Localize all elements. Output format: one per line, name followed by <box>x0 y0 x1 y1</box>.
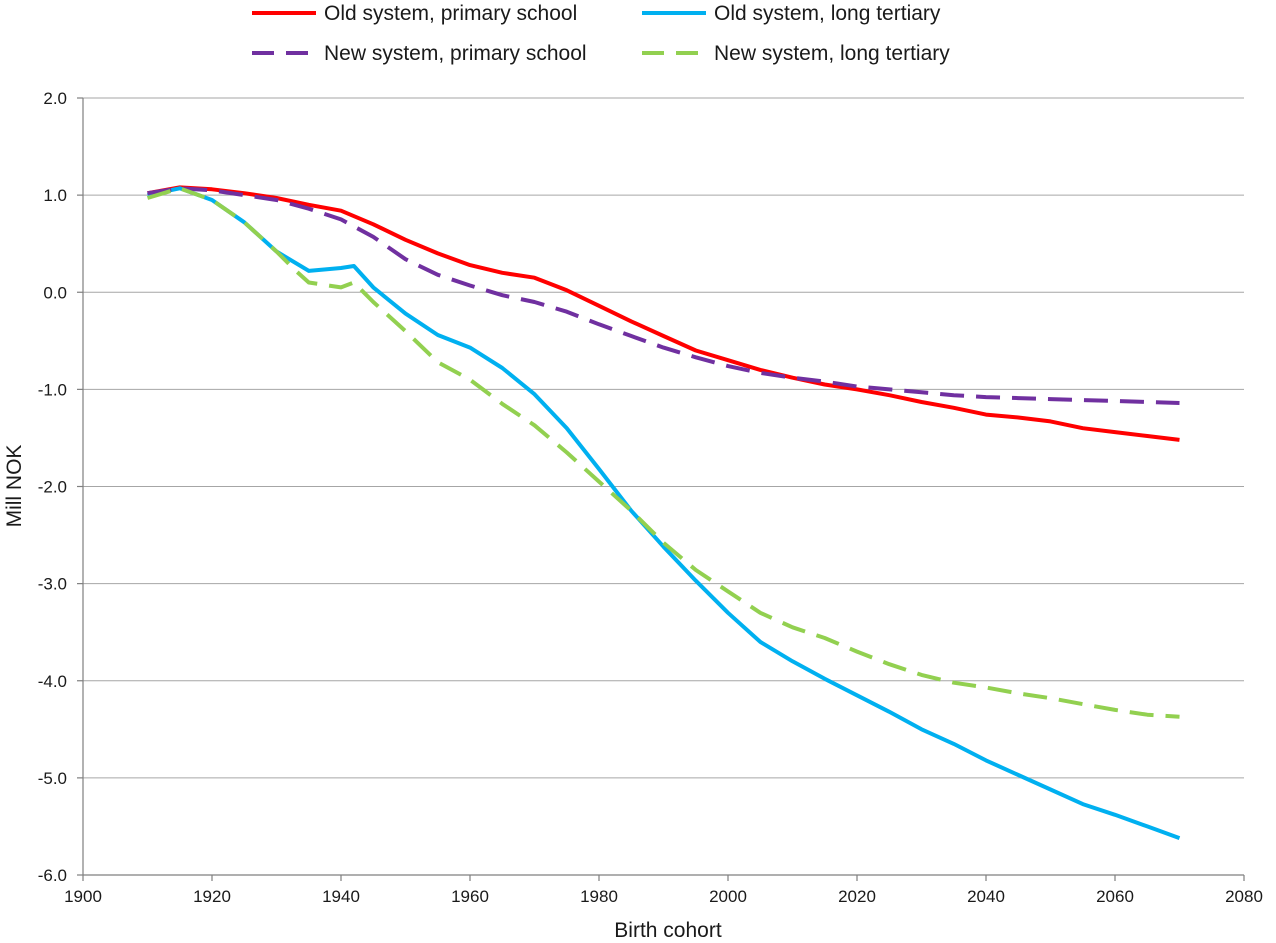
y-tick-label-6: -4.0 <box>38 672 67 691</box>
x-tick-label-3: 1960 <box>451 887 489 906</box>
y-tick-label-7: -5.0 <box>38 769 67 788</box>
legend-label-2: New system, primary school <box>324 42 587 65</box>
series-lines <box>146 185 1181 840</box>
x-tick-label-1: 1920 <box>193 887 231 906</box>
legend: Old system, primary school Old system, lo… <box>252 2 950 65</box>
legend-label-1: Old system, long tertiary <box>714 2 941 25</box>
series-line-2 <box>147 186 1180 405</box>
y-tick-label-5: -3.0 <box>38 575 67 594</box>
y-tick-label-1: 1.0 <box>43 186 67 205</box>
y-axis-title: Mill NOK <box>3 445 26 528</box>
series-line-0 <box>147 185 1180 442</box>
x-tick-label-6: 2020 <box>838 887 876 906</box>
x-tick-label-2: 1940 <box>322 887 360 906</box>
y-tick-label-0: 2.0 <box>43 89 67 108</box>
axes <box>77 97 1245 881</box>
series-line-1 <box>147 186 1181 840</box>
tick-labels: 2.0 1.0 0.0 -1.0 -2.0 -3.0 -4.0 -5.0 -6.0 1900 192… <box>38 89 1263 906</box>
x-tick-label-5: 2000 <box>709 887 747 906</box>
y-tick-label-3: -1.0 <box>38 380 67 399</box>
x-axis-title: Birth cohort <box>614 919 722 942</box>
legend-label-3: New system, long tertiary <box>714 42 950 65</box>
x-tick-label-0: 1900 <box>64 887 102 906</box>
series-line-3 <box>146 186 1180 719</box>
x-tick-label-9: 2080 <box>1225 887 1263 906</box>
y-tick-label-4: -2.0 <box>38 478 67 497</box>
x-tick-label-7: 2040 <box>967 887 1005 906</box>
gridlines <box>83 97 1244 779</box>
x-tick-label-4: 1980 <box>580 887 618 906</box>
legend-label-0: Old system, primary school <box>324 2 577 25</box>
y-tick-label-2: 0.0 <box>43 283 67 302</box>
y-tick-label-8: -6.0 <box>38 866 67 885</box>
x-tick-label-8: 2060 <box>1096 887 1134 906</box>
